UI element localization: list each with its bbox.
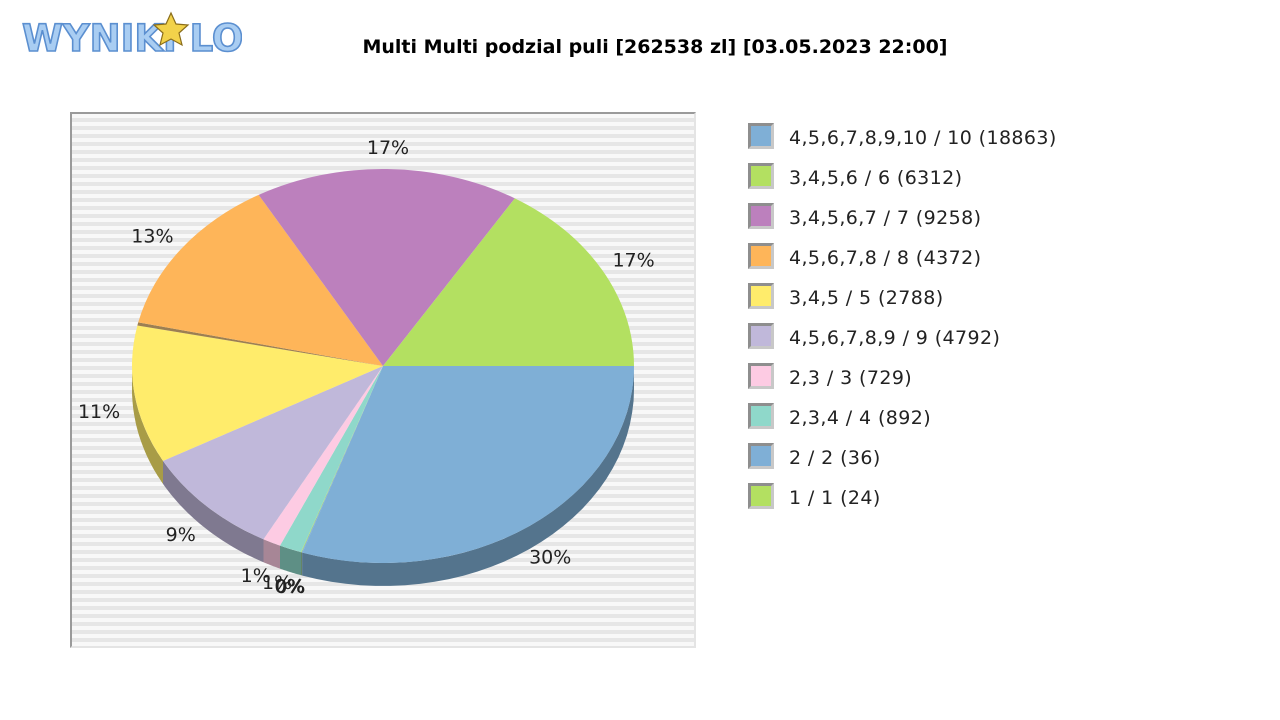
- pie-side-4-5-6-7-8-9-9-4792: [163, 460, 264, 563]
- pie-slice-4-5-6-7-8-8-4372: [138, 194, 383, 366]
- legend: 4,5,6,7,8,9,10 / 10 (18863) 3,4,5,6 / 6 (…: [748, 120, 1248, 520]
- legend-swatch: [748, 443, 774, 469]
- legend-label: 2,3,4 / 4 (892): [789, 407, 932, 429]
- legend-swatch: [748, 243, 774, 269]
- legend-label: 2,3 / 3 (729): [789, 367, 913, 389]
- chart-title: Multi Multi podzial puli [262538 zl] [03…: [362, 36, 948, 58]
- legend-item: 1 / 1 (24): [748, 480, 1248, 520]
- legend-swatch: [748, 123, 774, 149]
- pie-slice-3-4-5-6-7-7-9258: [258, 168, 515, 366]
- legend-swatch: [748, 483, 774, 509]
- pie-percent-label: 11%: [78, 401, 120, 423]
- pie-side-3-4-5-5-2788: [132, 366, 163, 484]
- pie-slice-4-5-6-7-8-9-10-10-18863: [302, 366, 634, 564]
- logo-text: WYNIKI LOTTO: [22, 17, 242, 60]
- pie-side-4-5-6-7-8-9-10-10-18863: [302, 366, 634, 586]
- pie-percent-label: 30%: [529, 547, 571, 569]
- pie-slice-1-1-24: [300, 366, 383, 553]
- legend-item: 4,5,6,7,8,9 / 9 (4792): [748, 320, 1248, 360]
- legend-label: 4,5,6,7,8,9 / 9 (4792): [789, 327, 1001, 349]
- pie-percent-label: 0%: [275, 576, 305, 598]
- pie-percent-label: 17%: [612, 249, 654, 271]
- legend-label: 3,4,5,6 / 6 (6312): [789, 167, 963, 189]
- pie-slice-2-3-4-4-892: [280, 366, 383, 553]
- legend-item: 3,4,5,6 / 6 (6312): [748, 160, 1248, 200]
- legend-label: 2 / 2 (36): [789, 447, 881, 469]
- star-icon: [152, 11, 190, 47]
- legend-label: 4,5,6,7,8 / 8 (4372): [789, 247, 982, 269]
- legend-item: 3,4,5 / 5 (2788): [748, 280, 1248, 320]
- pie-side-2-2-36: [301, 552, 303, 576]
- pie-percent-label: 13%: [131, 226, 173, 248]
- pie-slice-2-2-36: [301, 366, 383, 553]
- pie-side-2-3-3-729: [263, 539, 280, 569]
- pie-percent-label: 9%: [166, 524, 196, 546]
- pie-percent-label: 1%: [262, 572, 292, 594]
- wyniki-lotto-logo: WYNIKI LOTTO: [21, 11, 242, 60]
- legend-swatch: [748, 323, 774, 349]
- pie-percent-label: 0%: [274, 576, 304, 598]
- pie-percent-label: 17%: [367, 137, 409, 159]
- legend-swatch: [748, 363, 774, 389]
- pie-slice-slice-7: [137, 322, 383, 366]
- legend-label: 3,4,5,6,7 / 7 (9258): [789, 207, 982, 229]
- legend-label: 3,4,5 / 5 (2788): [789, 287, 944, 309]
- legend-item: 2,3 / 3 (729): [748, 360, 1248, 400]
- pie-side-1-1-24: [301, 552, 302, 576]
- legend-swatch: [748, 403, 774, 429]
- legend-item: 3,4,5,6,7 / 7 (9258): [748, 200, 1248, 240]
- pie-slice-2-3-3-729: [263, 366, 383, 546]
- legend-label: 4,5,6,7,8,9,10 / 10 (18863): [789, 127, 1057, 149]
- legend-item: 2 / 2 (36): [748, 440, 1248, 480]
- pie-slice-3-4-5-5-2788: [132, 325, 383, 461]
- legend-swatch: [748, 203, 774, 229]
- legend-item: 2,3,4 / 4 (892): [748, 400, 1248, 440]
- legend-swatch: [748, 163, 774, 189]
- legend-swatch: [748, 283, 774, 309]
- pie-side-2-3-4-4-892: [280, 545, 301, 576]
- pie-percent-label: 1%: [241, 565, 271, 587]
- pie-slice-4-5-6-7-8-9-9-4792: [163, 366, 383, 540]
- legend-label: 1 / 1 (24): [789, 487, 881, 509]
- legend-item: 4,5,6,7,8 / 8 (4372): [748, 240, 1248, 280]
- legend-item: 4,5,6,7,8,9,10 / 10 (18863): [748, 120, 1248, 160]
- pie-slice-3-4-5-6-6-6312: [383, 198, 634, 366]
